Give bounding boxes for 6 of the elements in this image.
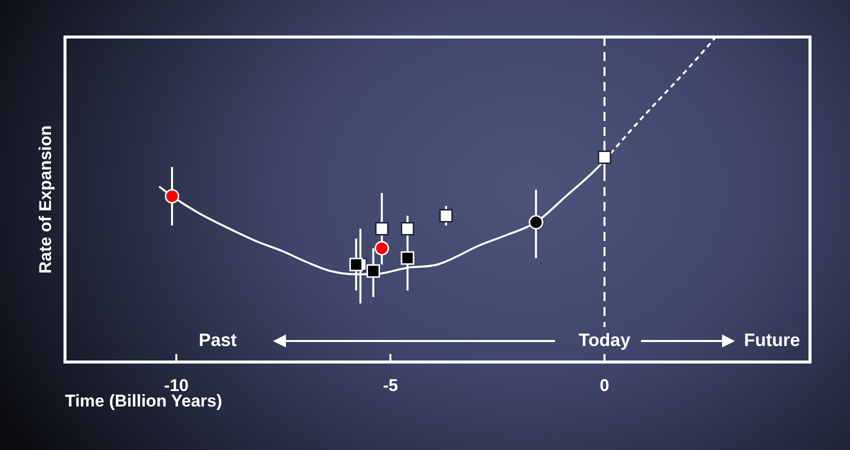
y-axis-title: Rate of Expansion xyxy=(36,125,55,274)
x-tick-label: -5 xyxy=(382,376,398,395)
x-tick-label: 0 xyxy=(600,376,610,395)
annotation: Future xyxy=(744,330,800,350)
annotation: Past xyxy=(198,330,237,350)
ref-line-label: Today xyxy=(578,330,630,350)
